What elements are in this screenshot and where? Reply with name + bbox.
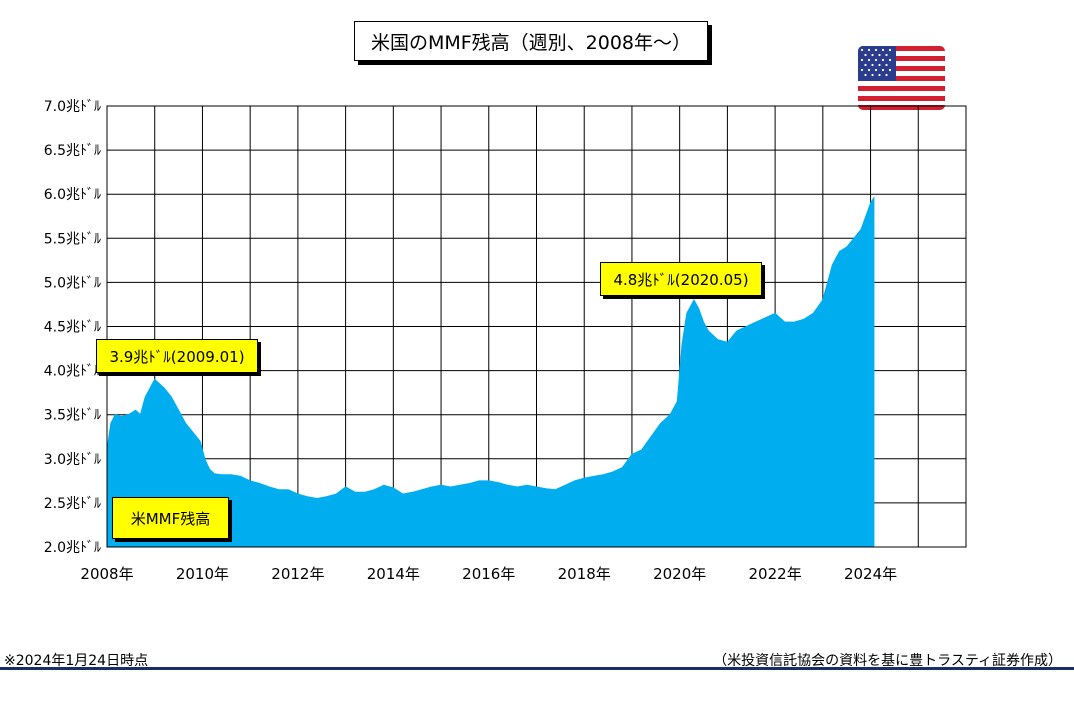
y-tick-label: 7.0兆ﾄﾞﾙ (44, 99, 101, 115)
us-flag-icon (858, 46, 945, 110)
y-tick-label: 4.0兆ﾄﾞﾙ (44, 364, 101, 380)
x-tick-label: 2024年 (844, 565, 897, 583)
peak-2020-callout: 4.8兆ﾄﾞﾙ(2020.05) (600, 262, 762, 296)
y-tick-label: 5.0兆ﾄﾞﾙ (44, 275, 101, 291)
x-tick-label: 2020年 (653, 565, 706, 583)
x-tick-label: 2010年 (176, 565, 229, 583)
y-tick-label: 4.5兆ﾄﾞﾙ (44, 320, 101, 336)
x-tick-label: 2016年 (462, 565, 515, 583)
series-label: 米MMF残高 (112, 497, 229, 539)
source-note: （米投資信託協会の資料を基に豊トラスティ証券作成） (713, 653, 1062, 669)
plot-frame (106, 105, 967, 548)
peak-2009-callout: 3.9兆ﾄﾞﾙ(2009.01) (96, 339, 258, 373)
chart-title: 米国のMMF残高（週別、2008年～） (354, 21, 708, 61)
x-tick-label: 2008年 (80, 565, 133, 583)
y-tick-label: 2.5兆ﾄﾞﾙ (44, 496, 101, 512)
footer-divider (0, 667, 1074, 670)
y-tick-label: 6.5兆ﾄﾞﾙ (44, 143, 101, 159)
mmf-balance-area (106, 195, 875, 548)
x-tick-label: 2018年 (558, 565, 611, 583)
x-tick-label: 2014年 (367, 565, 420, 583)
as-of-note: ※2024年1月24日時点 (4, 653, 149, 669)
x-tick-label: 2022年 (749, 565, 802, 583)
y-tick-label: 2.0兆ﾄﾞﾙ (44, 540, 101, 556)
x-tick-label: 2012年 (271, 565, 324, 583)
y-tick-label: 5.5兆ﾄﾞﾙ (44, 231, 101, 247)
y-tick-label: 6.0兆ﾄﾞﾙ (44, 187, 101, 203)
y-tick-label: 3.5兆ﾄﾞﾙ (44, 408, 101, 424)
y-tick-label: 3.0兆ﾄﾞﾙ (44, 452, 101, 468)
